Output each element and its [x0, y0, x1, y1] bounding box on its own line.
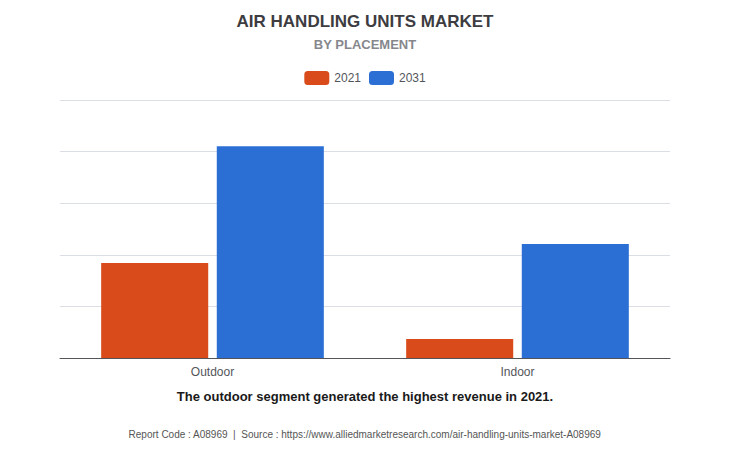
svg-text:Report Code : A08969 | Sourc: Report Code : A08969 | Source : https://…: [129, 429, 602, 440]
svg-text:Indoor: Indoor: [500, 365, 534, 379]
svg-text:AIR HANDLING UNITS MARKET: AIR HANDLING UNITS MARKET: [237, 12, 494, 31]
svg-text:The outdoor segment generated: The outdoor segment generated the highes…: [177, 389, 553, 404]
svg-text:2021: 2021: [334, 71, 361, 85]
svg-text:2031: 2031: [399, 71, 426, 85]
svg-text:BY PLACEMENT: BY PLACEMENT: [314, 37, 416, 52]
svg-text:Outdoor: Outdoor: [191, 365, 234, 379]
